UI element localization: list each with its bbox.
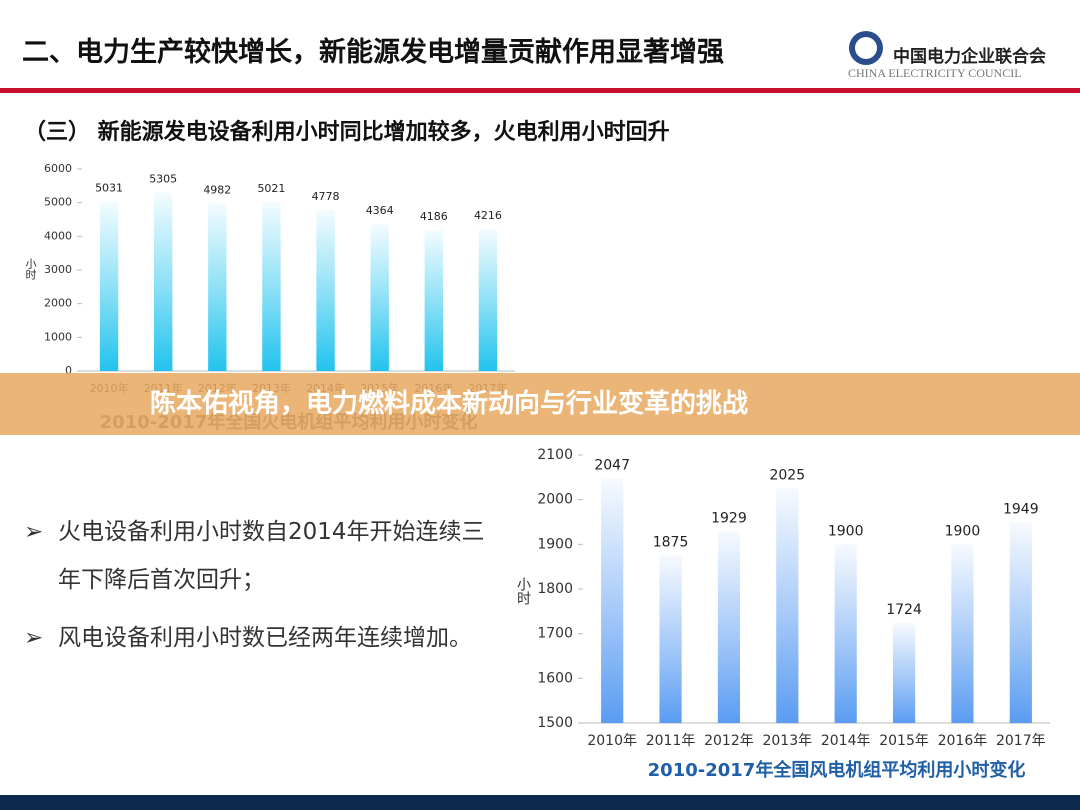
value-label: 4186 [420, 210, 448, 223]
bar [370, 224, 389, 371]
x-tick-label: 2010年 [587, 733, 637, 749]
y-tick-label: 6000 [44, 162, 72, 175]
x-tick-label: 2017年 [996, 733, 1046, 749]
value-label: 1900 [828, 523, 864, 539]
bar [153, 192, 173, 371]
value-label: 4216 [474, 209, 502, 222]
bullet-text: 火电设备利用小时数自2014年开始连续三年下降后首次回升； [58, 519, 485, 593]
y-tick-label: 1900 [537, 536, 573, 552]
bar [99, 201, 119, 371]
footer-bar [0, 795, 1080, 810]
value-label: 5031 [95, 182, 123, 195]
y-tick-label: 1800 [537, 581, 573, 597]
org-name: 中国电力企业联合会 [893, 47, 1046, 67]
value-label: 1900 [945, 523, 981, 539]
x-tick-label: 2015年 [879, 733, 929, 749]
value-label: 2025 [769, 468, 805, 484]
y-tick-label: 1500 [537, 715, 573, 731]
y-axis-label: 小时 [24, 258, 37, 280]
y-tick-label: 4000 [44, 229, 72, 242]
bar [717, 531, 741, 723]
bar [1009, 522, 1032, 723]
y-tick-label: 3000 [44, 263, 72, 276]
value-label: 1875 [653, 535, 689, 551]
value-label: 4778 [312, 190, 340, 203]
bar [892, 622, 916, 723]
bullet: ➢ 火电设备利用小时数自2014年开始连续三年下降后首次回升； [24, 508, 504, 604]
y-tick-label: 1600 [537, 670, 573, 686]
bar [776, 488, 799, 723]
bar [834, 544, 857, 723]
bar [262, 201, 281, 371]
chart-title: 2010-2017年全国风电机组平均利用小时变化 [648, 759, 1026, 781]
slide-title: 二、电力生产较快增长，新能源发电增量贡献作用显著增强 [22, 37, 724, 68]
value-label: 2047 [594, 458, 630, 474]
x-tick-label: 2011年 [646, 733, 696, 749]
y-tick-label: 2000 [537, 492, 573, 508]
value-label: 5021 [257, 182, 285, 195]
bar [208, 203, 227, 371]
y-tick-label: 2100 [537, 447, 573, 463]
y-tick-label: 1700 [537, 626, 573, 642]
x-tick-label: 2014年 [821, 733, 871, 749]
bar [951, 544, 974, 723]
y-tick-label: 2000 [44, 297, 72, 310]
y-axis-label: 小时 [515, 577, 531, 605]
logo-inner [855, 37, 877, 59]
value-label: 4982 [203, 183, 231, 196]
subtitle: （三） 新能源发电设备利用小时同比增加较多，火电利用小时回升 [24, 120, 670, 145]
value-label: 1724 [886, 602, 922, 618]
bullet: ➢ 风电设备利用小时数已经两年连续增加。 [24, 614, 504, 662]
org-name-en: CHINA ELECTRICITY COUNCIL [848, 66, 1022, 80]
y-tick-label: 5000 [44, 196, 72, 209]
bullet-text: 风电设备利用小时数已经两年连续增加。 [58, 625, 472, 651]
y-tick-label: 1000 [44, 330, 72, 343]
bar [659, 555, 682, 723]
value-label: 4364 [366, 204, 394, 217]
value-label: 1929 [711, 510, 747, 526]
value-label: 5305 [149, 172, 177, 185]
bar [478, 229, 498, 371]
bar [316, 210, 335, 371]
x-tick-label: 2016年 [938, 733, 988, 749]
bar [601, 478, 624, 723]
x-tick-label: 2012年 [704, 733, 754, 749]
bar [424, 230, 444, 371]
x-tick-label: 2013年 [762, 733, 812, 749]
value-label: 1949 [1003, 501, 1039, 517]
y-tick-label: 0 [65, 364, 72, 377]
header-rule [0, 88, 1080, 93]
banner: 陈本佑视角，电力燃料成本新动向与行业变革的挑战 [0, 373, 1080, 435]
